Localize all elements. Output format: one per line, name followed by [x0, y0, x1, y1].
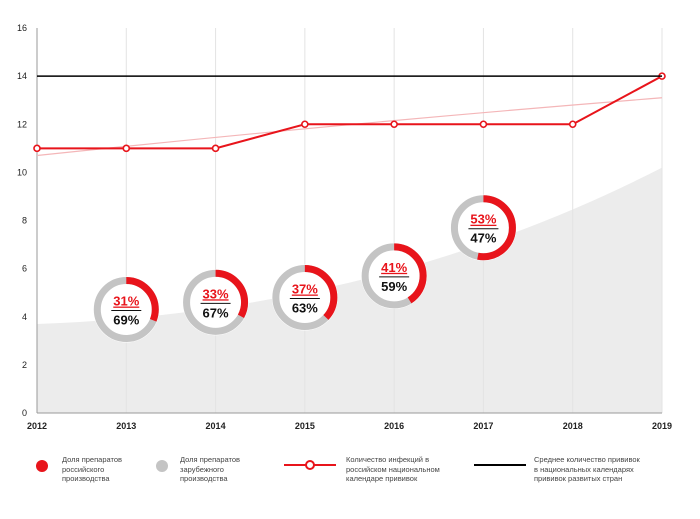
donut-background — [182, 269, 249, 336]
infections-point-2017 — [479, 120, 488, 129]
x-tick-label: 2015 — [295, 421, 315, 431]
donut-domestic-arc — [93, 277, 159, 343]
legend-marker-line-icon — [284, 458, 336, 472]
infections-point-2016 — [390, 120, 398, 129]
trend-line-path — [36, 97, 663, 157]
legend-infections-label: Количество инфекций в российском национа… — [346, 455, 440, 483]
legend-foreign-dot-icon — [156, 460, 168, 472]
x-tick-label: 2018 — [563, 421, 583, 431]
y-tick-label: 0 — [22, 408, 27, 418]
legend-item-domestic: Доля препаратов российского производства — [36, 455, 122, 484]
donut-domestic-arc — [272, 265, 338, 330]
y-tick-label: 12 — [17, 119, 27, 129]
legend-domestic-dot-icon — [36, 460, 48, 472]
x-tick-label: 2014 — [206, 421, 226, 431]
donut-foreign-label: 69% — [113, 313, 139, 328]
donut-foreign-label: 63% — [292, 301, 318, 316]
infections-point-2018 — [568, 120, 577, 129]
x-tick-label: 2016 — [384, 421, 404, 431]
donut-background — [271, 264, 338, 331]
infections-point-2013 — [122, 144, 131, 153]
background-area-shape — [37, 167, 662, 413]
legend-item-infections: Количество инфекций в российском национа… — [284, 455, 440, 484]
donut-domestic-label: 33% — [203, 286, 229, 301]
infections-line — [37, 75, 663, 150]
donut-2014: 33%67% — [182, 269, 249, 336]
donut-2017: 53%47% — [450, 194, 517, 261]
y-tick-label: 2 — [22, 360, 27, 370]
y-tick-label: 6 — [22, 264, 27, 274]
y-tick-label: 8 — [22, 216, 27, 226]
infections-point-2015 — [301, 120, 309, 129]
donuts: 31%69%33%67%37%63%41%59%53%47% — [93, 194, 517, 343]
donut-domestic-label: 37% — [292, 282, 318, 297]
x-axis-ticks: 2012 2013 2014 2015 2016 2017 2018 2019 — [27, 421, 672, 431]
donut-domestic-label: 53% — [470, 212, 496, 227]
y-tick-label: 16 — [17, 23, 27, 33]
legend-black-line-bar — [474, 464, 526, 466]
legend-domestic-label: Доля препаратов российского производства — [62, 455, 123, 483]
trend-line — [36, 97, 663, 157]
legend-foreign-label: Доля препаратов зарубежного производства — [180, 455, 241, 483]
donut-domestic-arc — [450, 195, 516, 261]
legend-black-line-icon — [474, 458, 526, 472]
legend-item-foreign: Доля препаратов зарубежного производства — [156, 455, 240, 484]
y-tick-label: 14 — [17, 71, 27, 81]
donut-2013: 31%69% — [93, 276, 160, 343]
y-tick-label: 10 — [17, 167, 27, 177]
x-tick-label: 2019 — [652, 421, 672, 431]
donut-2016: 41%59% — [361, 242, 428, 309]
infections-point-2012 — [33, 144, 41, 153]
legend-item-benchmark: Среднее количество прививок в национальн… — [474, 455, 640, 484]
donut-foreign-label: 67% — [203, 305, 229, 320]
donut-background — [93, 276, 160, 343]
donut-foreign-label: 47% — [470, 231, 496, 246]
infections-point-2014 — [211, 144, 220, 153]
x-tick-label: 2013 — [116, 421, 136, 431]
donut-background — [450, 194, 517, 261]
donut-domestic-label: 31% — [113, 294, 139, 309]
legend-marker-ring-icon — [305, 460, 315, 470]
donut-domestic-label: 41% — [381, 260, 407, 275]
donut-2015: 37%63% — [271, 264, 338, 331]
x-tick-label: 2012 — [27, 421, 47, 431]
donut-background — [361, 242, 428, 309]
donut-domestic-arc — [361, 243, 427, 309]
donut-foreign-label: 59% — [381, 279, 407, 294]
axes — [36, 28, 662, 414]
x-tick-label: 2017 — [473, 421, 493, 431]
series — [33, 72, 666, 153]
donut-domestic-arc — [183, 269, 249, 335]
legend: Доля препаратов российского производства… — [0, 455, 700, 515]
y-axis-ticks: 0 2 4 6 8 10 12 14 16 — [17, 23, 27, 418]
background-area — [37, 167, 662, 413]
y-tick-label: 4 — [22, 312, 27, 322]
legend-benchmark-label: Среднее количество прививок в национальн… — [534, 455, 640, 483]
